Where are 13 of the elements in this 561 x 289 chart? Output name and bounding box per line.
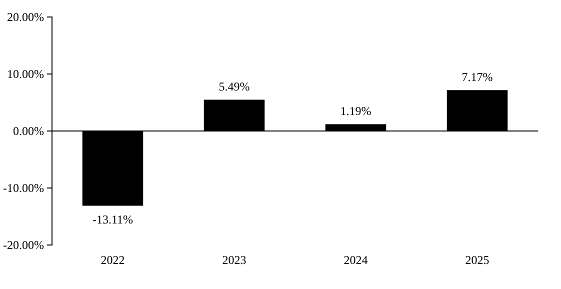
x-tick-label: 2024	[344, 253, 368, 267]
data-label: -13.11%	[92, 212, 134, 227]
x-tick-label: 2022	[100, 253, 125, 267]
y-tick-label: 0.00%	[13, 124, 44, 138]
data-label: 1.19%	[340, 104, 372, 118]
y-tick-label: 10.00%	[7, 66, 44, 81]
y-tick-label: -10.00%	[3, 180, 44, 195]
y-tick-label: 20.00%	[7, 10, 44, 24]
x-tick-label: 2023	[222, 253, 246, 267]
data-label: 5.49%	[218, 80, 250, 94]
y-tick-label: -20.00%	[3, 238, 44, 252]
data-label: 7.17%	[462, 70, 493, 84]
x-tick-label: 2025	[465, 253, 490, 267]
